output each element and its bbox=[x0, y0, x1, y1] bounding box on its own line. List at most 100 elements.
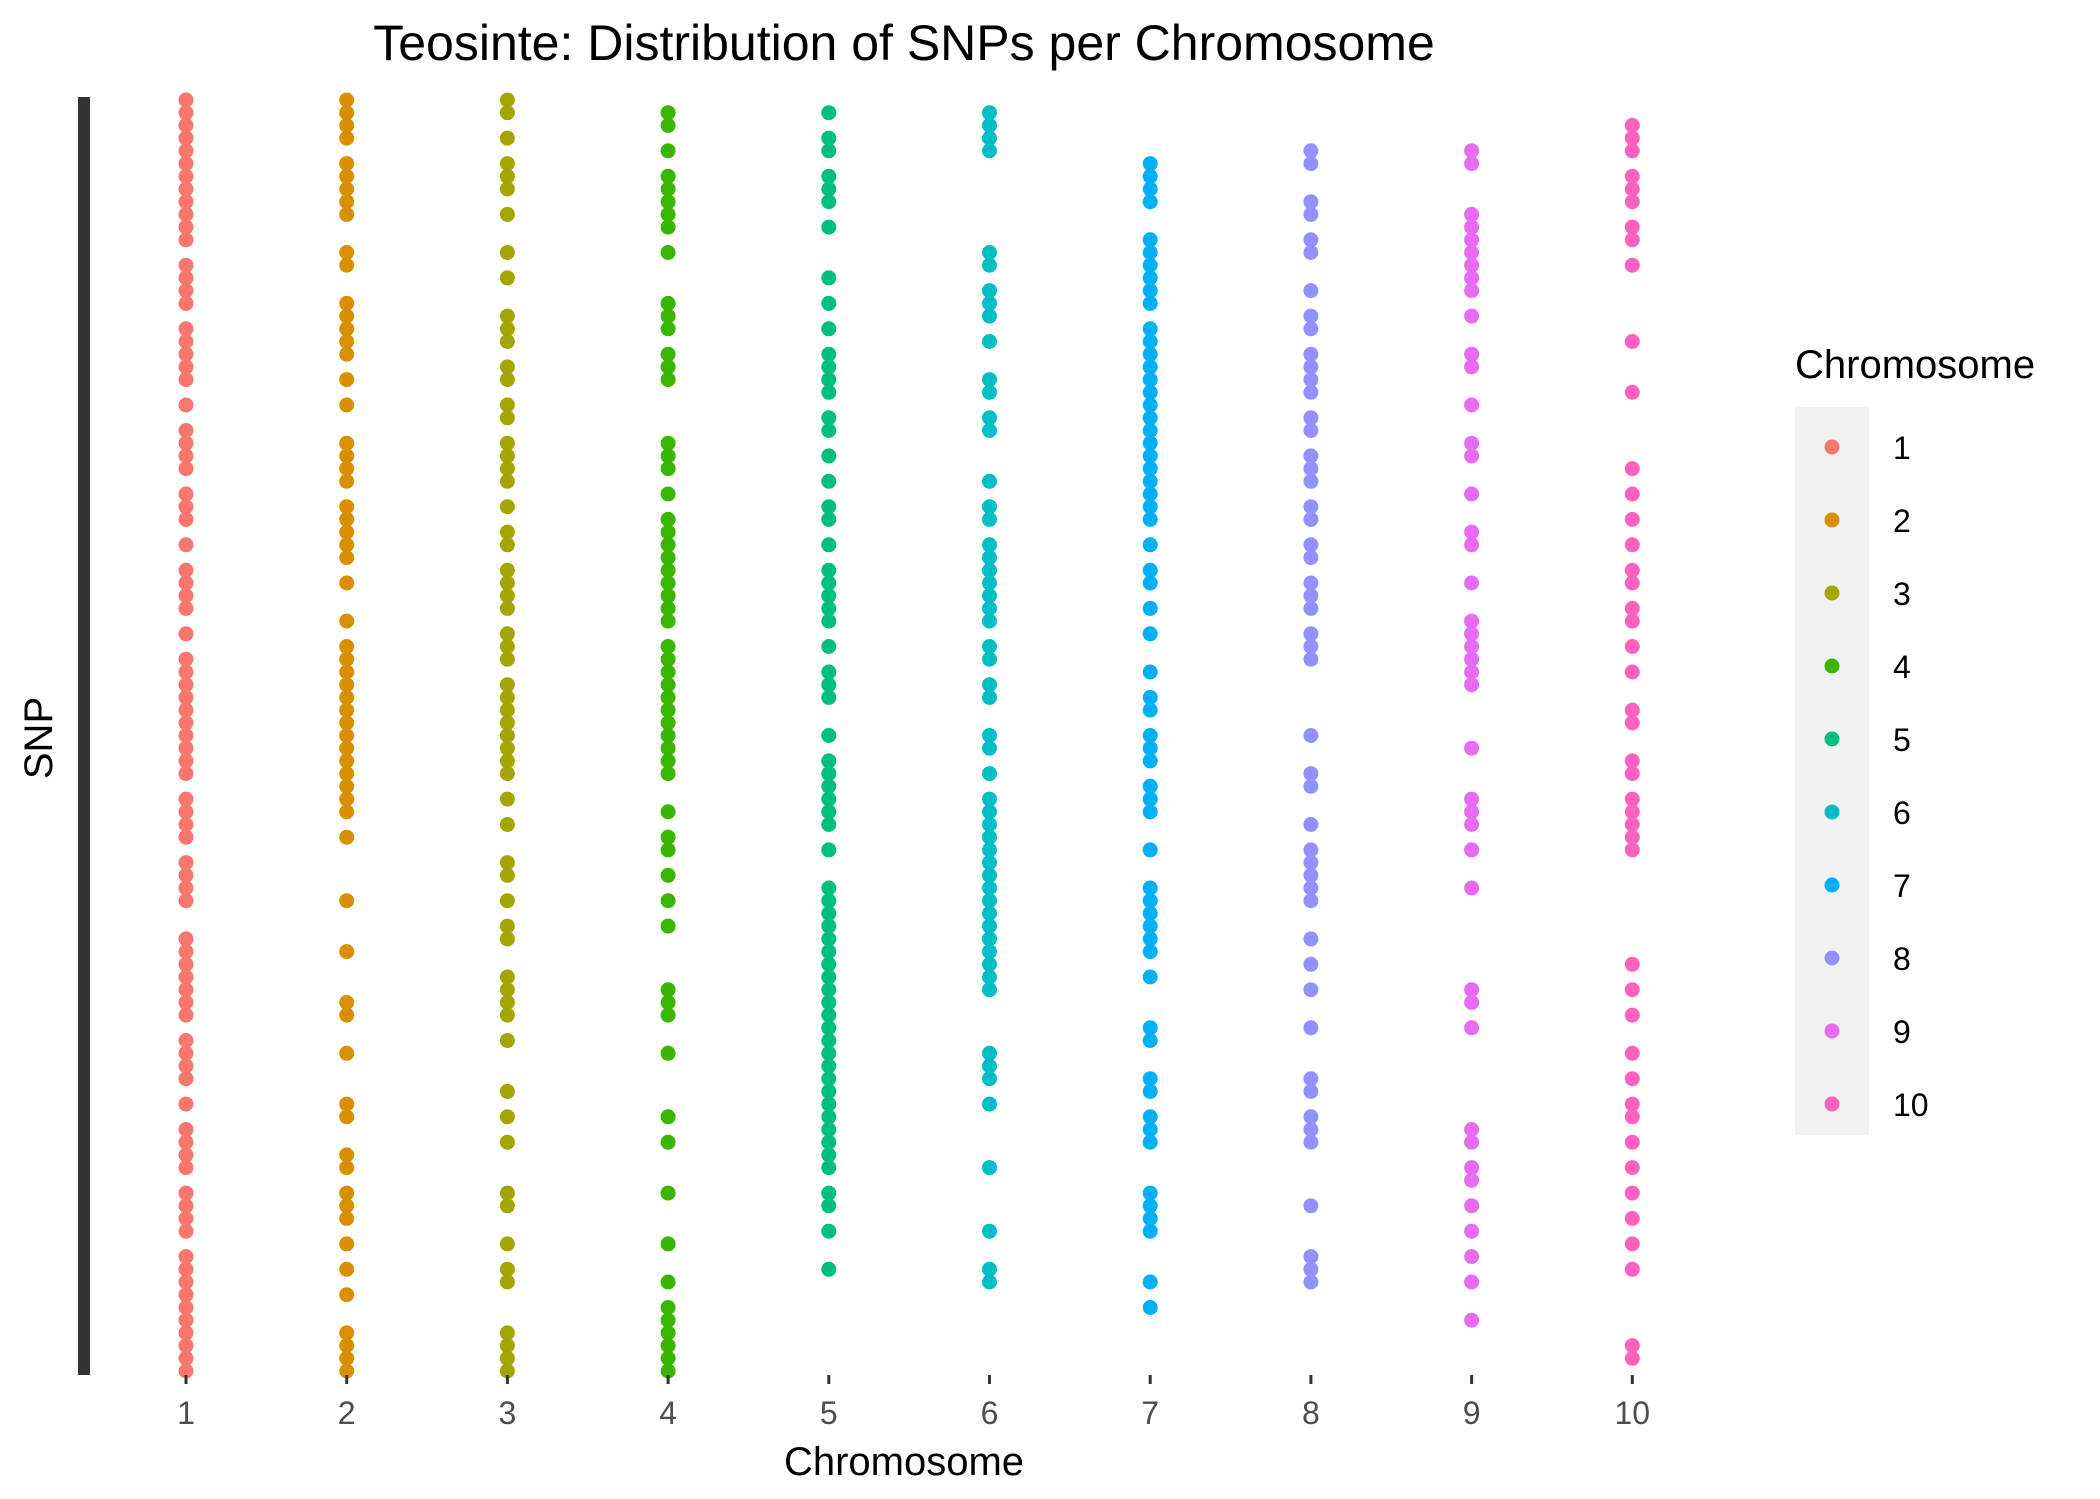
data-point bbox=[1303, 143, 1319, 159]
data-point bbox=[821, 1185, 837, 1201]
data-point bbox=[660, 562, 676, 578]
data-point bbox=[1142, 804, 1158, 820]
data-point bbox=[1464, 626, 1480, 642]
data-point bbox=[660, 728, 676, 743]
data-point bbox=[821, 880, 837, 896]
data-point bbox=[178, 1211, 194, 1226]
data-point bbox=[1142, 283, 1158, 299]
data-point bbox=[1624, 1236, 1640, 1252]
x-tick-label: 7 bbox=[1141, 1395, 1159, 1431]
data-point bbox=[178, 219, 194, 235]
data-point bbox=[1303, 423, 1319, 438]
data-point bbox=[1464, 575, 1480, 591]
data-point bbox=[821, 905, 837, 921]
data-point bbox=[339, 639, 355, 654]
data-point bbox=[178, 1122, 194, 1137]
data-point bbox=[821, 639, 837, 654]
data-point bbox=[178, 397, 194, 413]
data-point bbox=[339, 1350, 355, 1366]
data-point bbox=[339, 1363, 355, 1379]
data-point bbox=[821, 893, 837, 909]
data-point bbox=[1142, 537, 1158, 553]
data-point bbox=[1303, 931, 1319, 947]
data-point bbox=[1464, 982, 1480, 998]
data-point bbox=[339, 1096, 355, 1112]
data-point bbox=[178, 1147, 194, 1163]
data-point bbox=[178, 626, 194, 642]
data-point bbox=[1142, 664, 1158, 680]
data-point bbox=[1303, 842, 1319, 858]
data-point bbox=[660, 181, 676, 197]
data-point bbox=[1464, 1134, 1480, 1150]
series-chromosome-7 bbox=[1142, 156, 1158, 1315]
points-layer bbox=[178, 92, 1640, 1379]
data-point bbox=[499, 1325, 515, 1341]
data-point bbox=[1303, 1261, 1319, 1277]
data-point bbox=[1464, 1223, 1480, 1239]
data-point bbox=[660, 651, 676, 667]
data-point bbox=[660, 219, 676, 235]
data-point bbox=[821, 1020, 837, 1036]
data-point bbox=[982, 931, 997, 947]
data-point bbox=[1624, 639, 1640, 654]
legend-label: 8 bbox=[1893, 941, 1911, 977]
data-point bbox=[178, 334, 194, 349]
data-point bbox=[1303, 855, 1319, 871]
data-point bbox=[499, 766, 515, 782]
data-point bbox=[1464, 1172, 1480, 1188]
data-point bbox=[982, 308, 997, 324]
data-point bbox=[1303, 956, 1319, 972]
data-point bbox=[1142, 728, 1158, 743]
data-point bbox=[660, 702, 676, 718]
data-point bbox=[1464, 257, 1480, 273]
data-point bbox=[821, 423, 837, 438]
data-point bbox=[339, 537, 355, 553]
data-point bbox=[1624, 117, 1640, 133]
data-point bbox=[499, 1185, 515, 1201]
data-point bbox=[660, 105, 676, 121]
data-point bbox=[821, 130, 837, 146]
legend-label: 5 bbox=[1893, 722, 1911, 758]
data-point bbox=[821, 994, 837, 1010]
data-point bbox=[1624, 956, 1640, 972]
data-point bbox=[499, 448, 515, 464]
data-point bbox=[660, 550, 676, 566]
data-point bbox=[1142, 918, 1158, 934]
data-point bbox=[821, 295, 837, 311]
data-point bbox=[1303, 537, 1319, 553]
data-point bbox=[178, 1134, 194, 1150]
data-point bbox=[660, 308, 676, 324]
data-point bbox=[1464, 270, 1480, 286]
data-point bbox=[1464, 524, 1480, 540]
data-point bbox=[178, 435, 194, 451]
data-point bbox=[1624, 130, 1640, 146]
data-point bbox=[1624, 562, 1640, 578]
data-point bbox=[1464, 308, 1480, 324]
data-point bbox=[660, 448, 676, 464]
data-point bbox=[339, 181, 355, 197]
data-point bbox=[178, 944, 194, 960]
data-point bbox=[982, 905, 997, 921]
data-point bbox=[499, 982, 515, 998]
data-point bbox=[821, 588, 837, 604]
data-point bbox=[1624, 461, 1640, 477]
data-point bbox=[821, 677, 837, 693]
data-point bbox=[821, 689, 837, 705]
data-point bbox=[499, 562, 515, 578]
data-point bbox=[982, 600, 997, 616]
data-point bbox=[499, 435, 515, 451]
data-point bbox=[660, 359, 676, 375]
data-point bbox=[1624, 613, 1640, 629]
legend-key bbox=[1824, 877, 1840, 893]
data-point bbox=[821, 181, 837, 197]
data-point bbox=[178, 753, 194, 769]
data-point bbox=[339, 664, 355, 680]
data-point bbox=[1624, 511, 1640, 527]
data-point bbox=[660, 1236, 676, 1252]
data-point bbox=[178, 1058, 194, 1074]
data-point bbox=[1624, 753, 1640, 769]
data-point bbox=[1303, 728, 1319, 743]
data-point bbox=[178, 702, 194, 718]
data-point bbox=[982, 804, 997, 820]
data-point bbox=[1142, 791, 1158, 807]
